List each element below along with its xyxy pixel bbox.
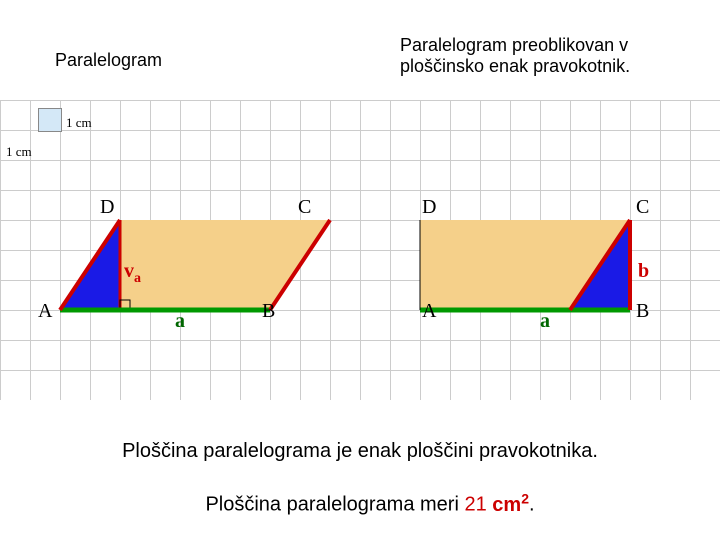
caption-line1: Ploščina paralelograma je enak ploščini … xyxy=(60,440,660,463)
p-vertex-D: D xyxy=(100,196,114,219)
cap2-val: 21 xyxy=(464,494,486,516)
caption-line2: Ploščina paralelograma meri 21 cm2. xyxy=(120,490,620,517)
va-sub: a xyxy=(134,271,141,286)
title-right: Paralelogram preoblikovan v ploščinsko e… xyxy=(400,35,700,77)
title-left: Paralelogram xyxy=(55,50,162,71)
r-label-b: b xyxy=(638,260,649,283)
p-label-va: va xyxy=(124,260,141,287)
r-vertex-D: D xyxy=(422,196,436,219)
p-label-a: a xyxy=(175,310,185,333)
p-vertex-C: C xyxy=(298,196,311,219)
parallelogram-svg xyxy=(0,100,360,400)
cap2-post: . xyxy=(529,494,535,516)
r-vertex-B: B xyxy=(636,300,649,323)
va-v: v xyxy=(124,260,134,282)
p-vertex-B: B xyxy=(262,300,275,323)
cap2-unit: cm2 xyxy=(492,494,529,516)
r-label-a: a xyxy=(540,310,550,333)
cap2-pre: Ploščina paralelograma meri xyxy=(205,494,464,516)
rectangle-svg xyxy=(360,100,720,400)
r-vertex-C: C xyxy=(636,196,649,219)
r-vertex-A: A xyxy=(422,300,436,323)
p-vertex-A: A xyxy=(38,300,52,323)
